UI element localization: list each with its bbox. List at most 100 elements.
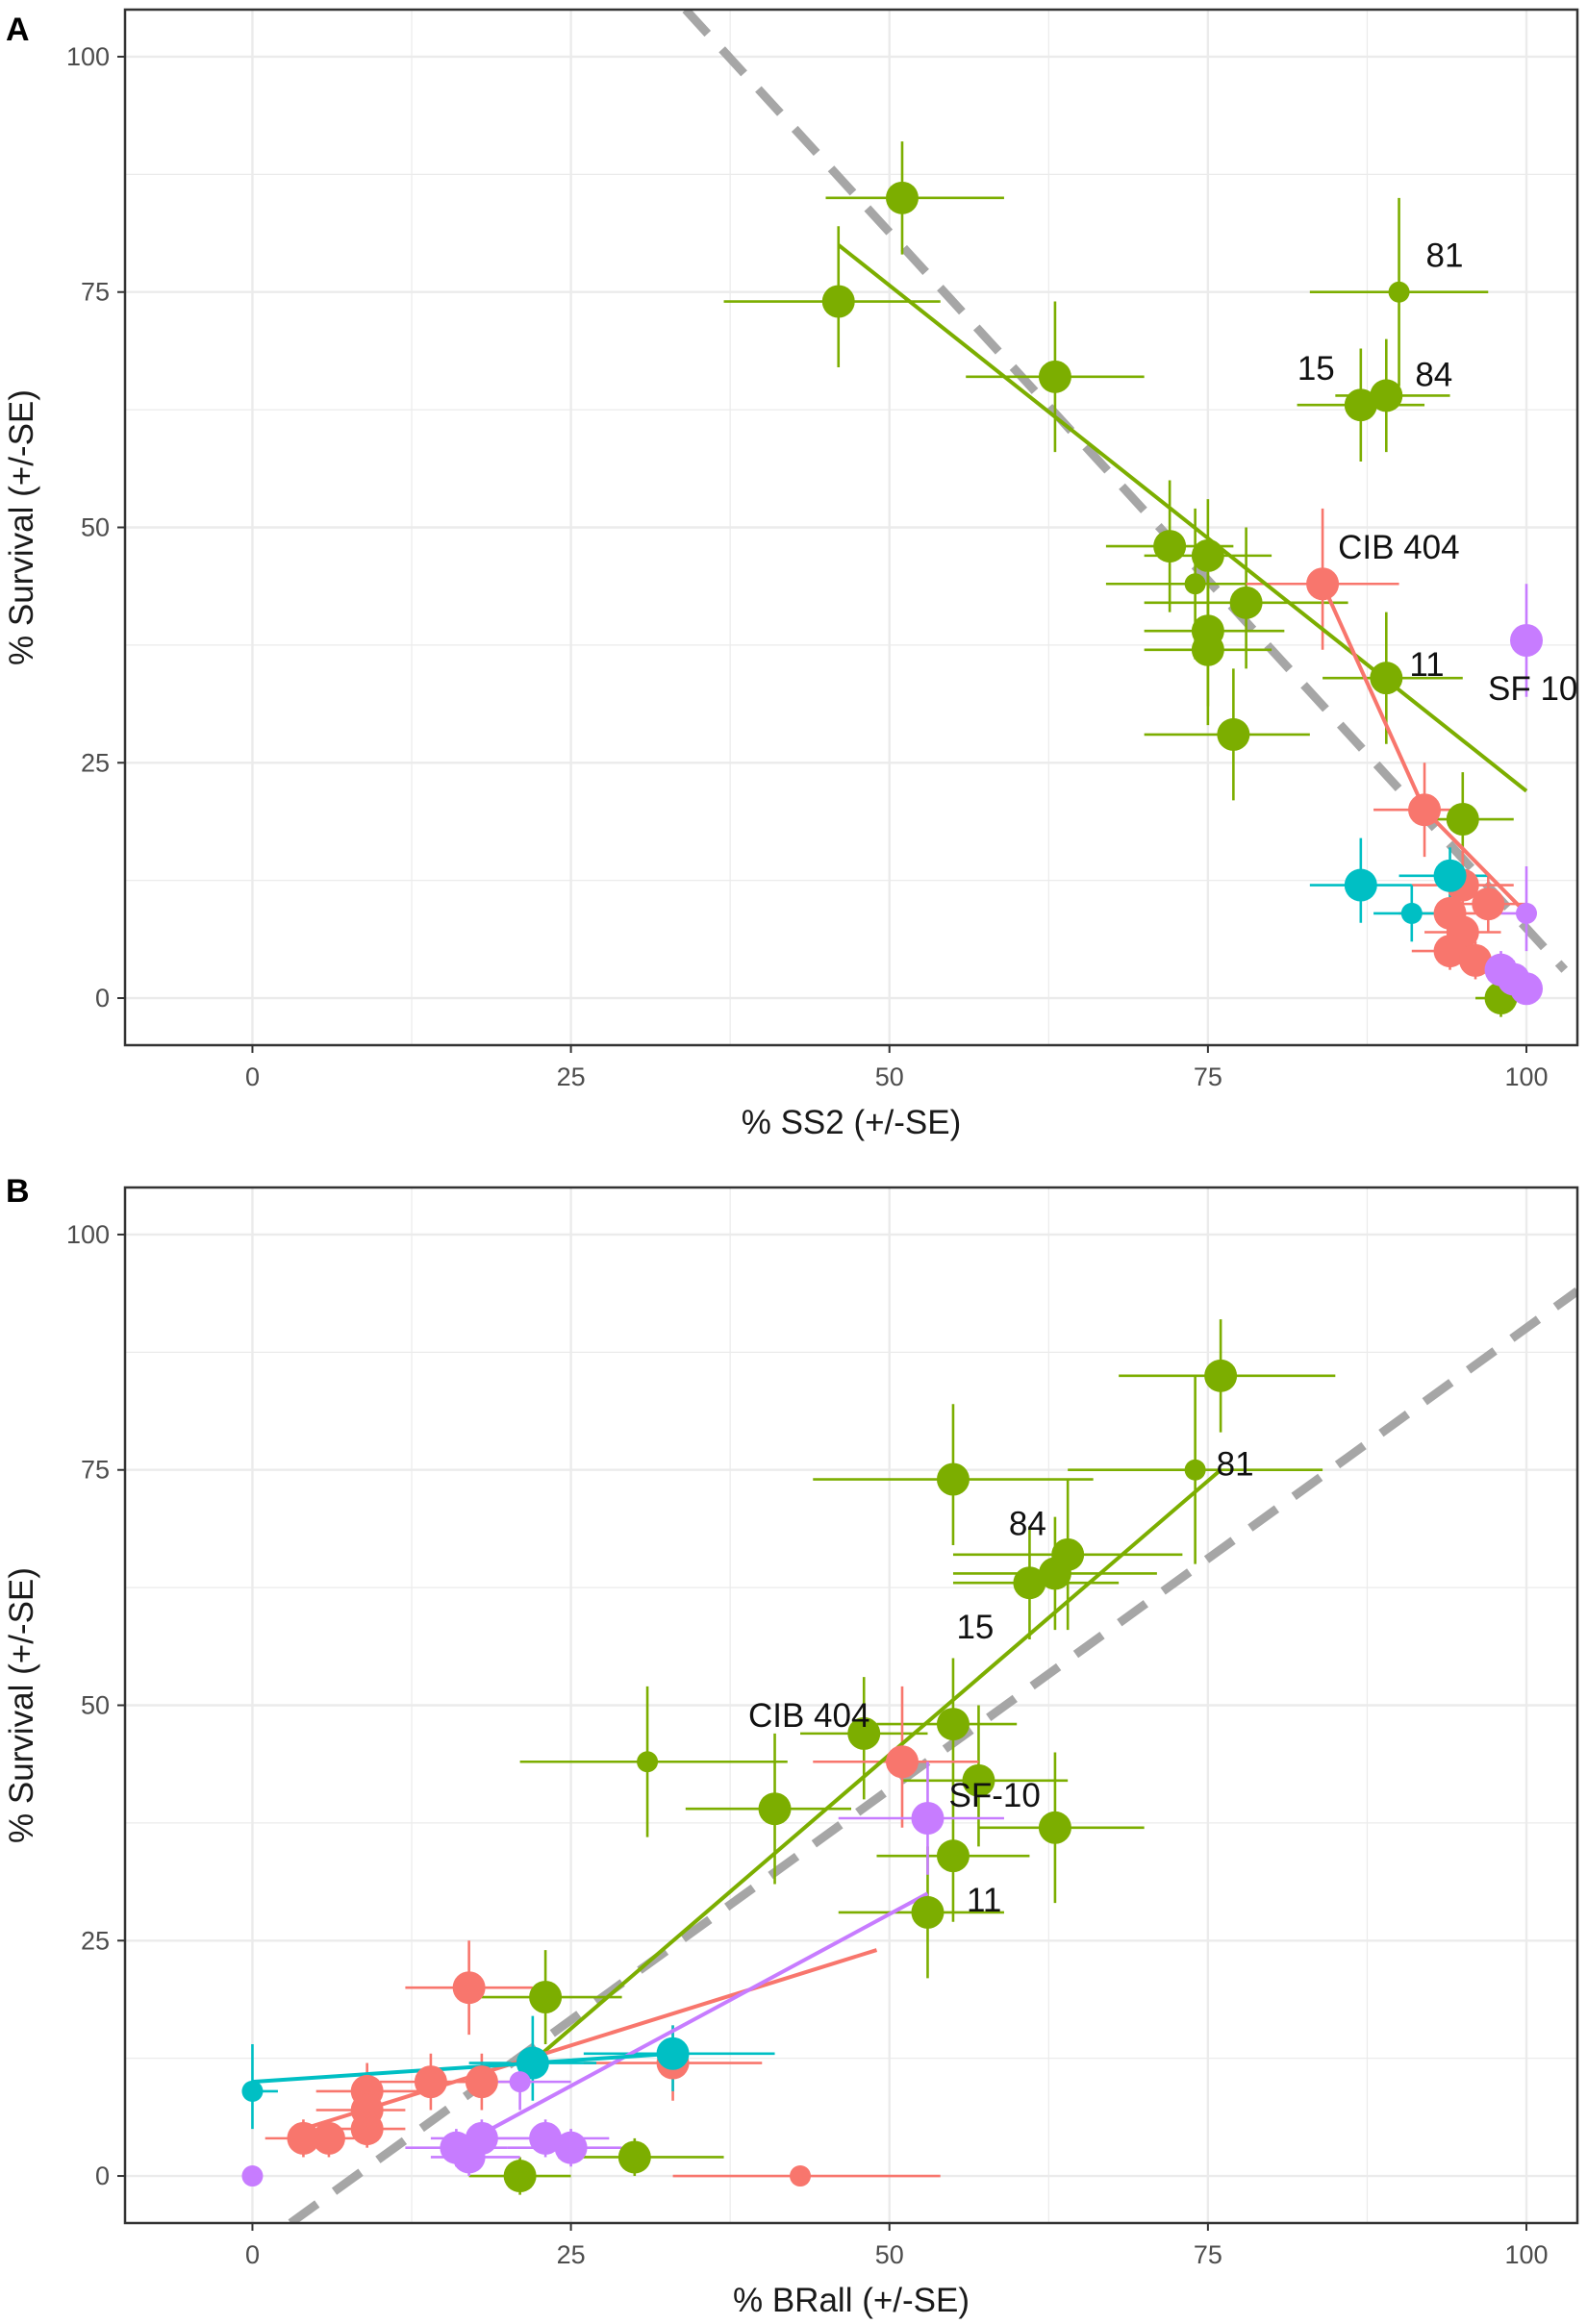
data-point-green bbox=[936, 1839, 970, 1873]
point-annotation: 15 bbox=[956, 1609, 994, 1646]
x-tick-label: 100 bbox=[1504, 2240, 1548, 2269]
x-tick-label: 50 bbox=[875, 2240, 904, 2269]
y-tick-label: 25 bbox=[81, 1926, 110, 1955]
data-point-purple bbox=[529, 2121, 563, 2155]
data-point-green bbox=[617, 2140, 651, 2174]
trend-line-green bbox=[518, 1468, 1222, 2074]
data-point-red bbox=[287, 2121, 320, 2155]
y-tick-label: 100 bbox=[66, 1220, 110, 1249]
plot-area bbox=[682, 10, 1569, 1017]
panel-letter: B bbox=[6, 1173, 30, 1210]
data-point-green bbox=[1191, 633, 1224, 666]
data-point-red bbox=[790, 2165, 812, 2187]
data-point-red bbox=[414, 2065, 447, 2099]
x-axis-title: % SS2 (+/-SE) bbox=[742, 1104, 962, 1141]
x-tick-label: 0 bbox=[245, 2240, 260, 2269]
x-tick-label: 50 bbox=[875, 1062, 904, 1091]
data-point-purple bbox=[241, 2165, 264, 2187]
data-point-green bbox=[1217, 717, 1250, 751]
data-point-green bbox=[1204, 1359, 1238, 1392]
trend-line-red bbox=[302, 1948, 878, 2131]
data-point-red bbox=[1472, 887, 1505, 921]
y-tick-label: 50 bbox=[81, 1691, 110, 1720]
data-point-green bbox=[962, 1763, 995, 1797]
point-annotation: 81 bbox=[1426, 237, 1464, 275]
data-point-green bbox=[1344, 388, 1377, 422]
data-point-green bbox=[936, 1462, 970, 1496]
y-tick-label: 50 bbox=[81, 513, 110, 542]
data-point-cyan bbox=[241, 2080, 264, 2102]
plot-area bbox=[241, 1287, 1577, 2223]
point-annotation: CIB 404 bbox=[1338, 529, 1459, 566]
data-point-green bbox=[1370, 662, 1403, 695]
point-annotation: 84 bbox=[1009, 1505, 1046, 1542]
data-point-green bbox=[503, 2160, 537, 2193]
data-point-green bbox=[821, 285, 855, 318]
y-tick-label: 25 bbox=[81, 748, 110, 777]
data-point-green bbox=[936, 1708, 970, 1741]
data-point-green bbox=[885, 181, 919, 214]
y-tick-label: 75 bbox=[81, 278, 110, 307]
data-point-green bbox=[1446, 803, 1479, 837]
data-point-purple bbox=[911, 1801, 945, 1835]
point-annotation: 84 bbox=[1415, 356, 1452, 393]
x-tick-label: 25 bbox=[557, 1062, 586, 1091]
data-point-green bbox=[1191, 538, 1224, 572]
y-tick-label: 100 bbox=[66, 42, 110, 71]
panel-letter: A bbox=[6, 12, 30, 48]
data-point-green bbox=[758, 1792, 792, 1826]
data-point-green bbox=[1038, 1811, 1071, 1844]
data-point-green bbox=[1038, 1557, 1071, 1590]
point-annotation: CIB 404 bbox=[748, 1697, 869, 1735]
gridlines bbox=[125, 1187, 1577, 2223]
point-annotation: 11 bbox=[967, 1882, 1001, 1919]
panel-b: B 81 84 15 11 CIB 404 SF-10 0 25 50 75 100 0 25 50 75 10… bbox=[3, 1173, 1579, 2319]
point-annotation: 15 bbox=[1297, 350, 1335, 387]
data-point-purple bbox=[452, 2140, 486, 2174]
data-point-green bbox=[1388, 281, 1410, 303]
x-tick-label: 25 bbox=[557, 2240, 586, 2269]
data-point-cyan bbox=[1344, 868, 1377, 902]
data-point-green bbox=[911, 1895, 945, 1929]
data-point-green bbox=[1153, 530, 1187, 563]
data-point-purple bbox=[1510, 623, 1544, 657]
trend-line-green bbox=[837, 243, 1528, 793]
y-tick-label: 75 bbox=[81, 1456, 110, 1485]
data-point-red bbox=[312, 2121, 345, 2155]
data-point-green bbox=[1184, 573, 1206, 595]
data-point-green bbox=[1229, 586, 1263, 619]
data-point-green bbox=[1184, 1459, 1206, 1481]
data-point-purple bbox=[509, 2071, 531, 2093]
reference-line bbox=[288, 1287, 1577, 2223]
data-point-purple bbox=[554, 2131, 588, 2164]
data-point-red bbox=[1306, 567, 1340, 601]
data-point-purple bbox=[1516, 902, 1538, 924]
data-point-green bbox=[847, 1716, 881, 1750]
point-annotation: 81 bbox=[1217, 1446, 1254, 1484]
data-point-cyan bbox=[656, 2037, 690, 2070]
data-point-purple bbox=[1510, 972, 1544, 1006]
data-point-green bbox=[529, 1981, 563, 2014]
point-annotation: 11 bbox=[1409, 646, 1444, 684]
data-point-green bbox=[637, 1751, 659, 1773]
data-point-red bbox=[885, 1745, 919, 1779]
y-axis-title: % Survival (+/-SE) bbox=[3, 389, 40, 665]
x-tick-label: 75 bbox=[1194, 1062, 1222, 1091]
data-point-cyan bbox=[1400, 902, 1423, 924]
data-point-red bbox=[350, 2112, 384, 2146]
y-axis-title: % Survival (+/-SE) bbox=[3, 1567, 40, 1843]
y-tick-label: 0 bbox=[95, 2162, 110, 2190]
data-point-green bbox=[1038, 360, 1071, 393]
point-annotation: SF 10 bbox=[1488, 670, 1577, 708]
x-tick-label: 75 bbox=[1194, 2240, 1222, 2269]
data-point-red bbox=[1433, 935, 1467, 968]
x-tick-label: 0 bbox=[245, 1062, 260, 1091]
x-axis-title: % BRall (+/-SE) bbox=[733, 2282, 970, 2319]
x-tick-label: 100 bbox=[1504, 1062, 1548, 1091]
data-point-cyan bbox=[1433, 859, 1467, 892]
y-tick-label: 0 bbox=[95, 984, 110, 1012]
data-point-green bbox=[1013, 1566, 1046, 1600]
data-point-red bbox=[1408, 793, 1442, 827]
data-point-red bbox=[452, 1971, 486, 2005]
